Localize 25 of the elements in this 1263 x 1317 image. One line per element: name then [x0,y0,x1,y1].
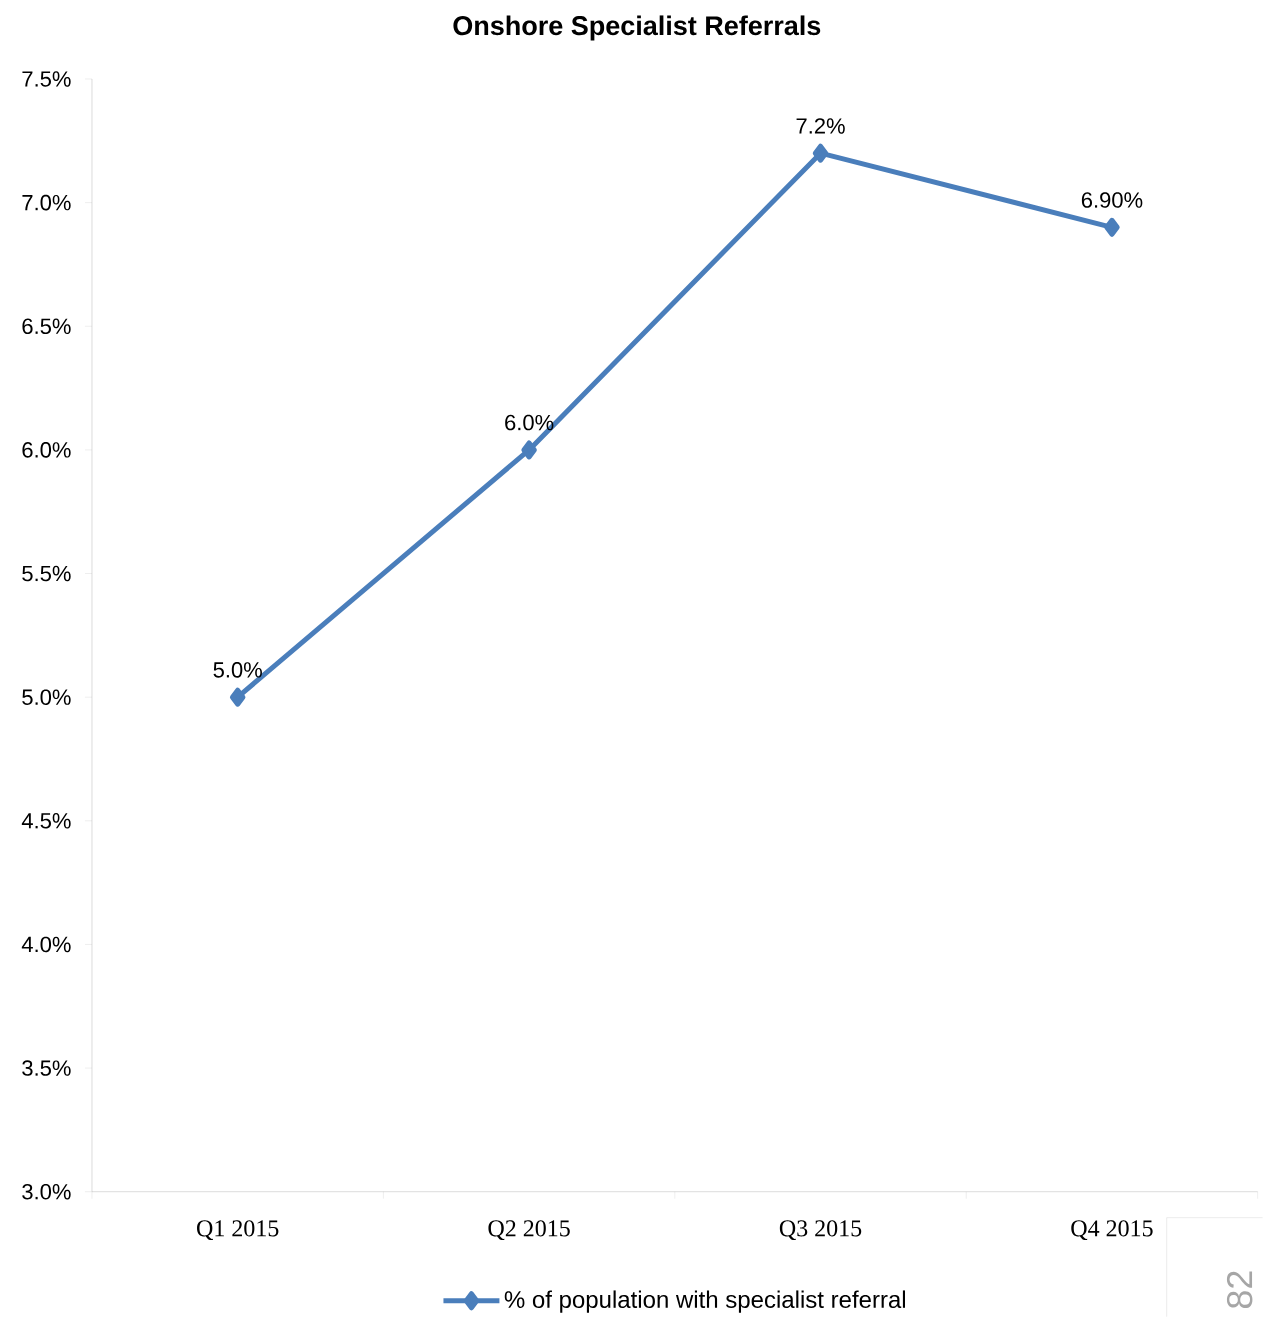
x-tick-label: Q1 2015 [197,1220,279,1241]
y-tick-label: 3.0% [22,1183,71,1200]
text: 82 [1227,1271,1253,1309]
x-tick-label: Q3 2015 [779,1220,862,1241]
legend-label: % of population with specialist referral [504,1290,906,1313]
point [230,687,246,707]
y-tick-label: 5.5% [22,565,71,582]
y-tick-label: 4.5% [21,813,71,829]
point [1104,217,1120,237]
data-label: 5.0% [213,662,263,678]
point [521,440,537,460]
y-tick-label: 7.0% [22,194,71,211]
y-tick-label: 6.0% [22,442,71,458]
x-tick-label: Q2 2015 [488,1220,570,1241]
point [812,143,829,163]
data-label: 7.2% [796,118,845,134]
chart-title: Onshore Specialist Referrals [453,15,821,41]
y-tick-label: 6.5% [22,318,71,335]
y-tick-label: 7.5% [22,71,71,87]
y-tick-label: 5.0% [22,689,71,705]
data-label: 6.90% [1081,192,1143,208]
data-label: 6.0% [505,414,554,431]
y-tick-label: 4.0% [21,936,71,953]
y-tick-label: 3.5% [22,1060,71,1076]
x-tick-label: Q4 2015 [1071,1220,1153,1241]
